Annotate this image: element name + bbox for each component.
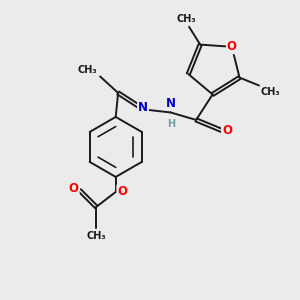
Text: N: N — [166, 97, 176, 110]
Text: CH₃: CH₃ — [77, 65, 97, 75]
Text: O: O — [227, 40, 237, 53]
Text: O: O — [69, 182, 79, 195]
Text: H: H — [167, 119, 175, 129]
Text: O: O — [222, 124, 232, 137]
Text: O: O — [117, 185, 127, 198]
Text: N: N — [138, 100, 148, 113]
Text: CH₃: CH₃ — [177, 14, 197, 24]
Text: CH₃: CH₃ — [86, 231, 106, 241]
Text: CH₃: CH₃ — [260, 87, 280, 97]
